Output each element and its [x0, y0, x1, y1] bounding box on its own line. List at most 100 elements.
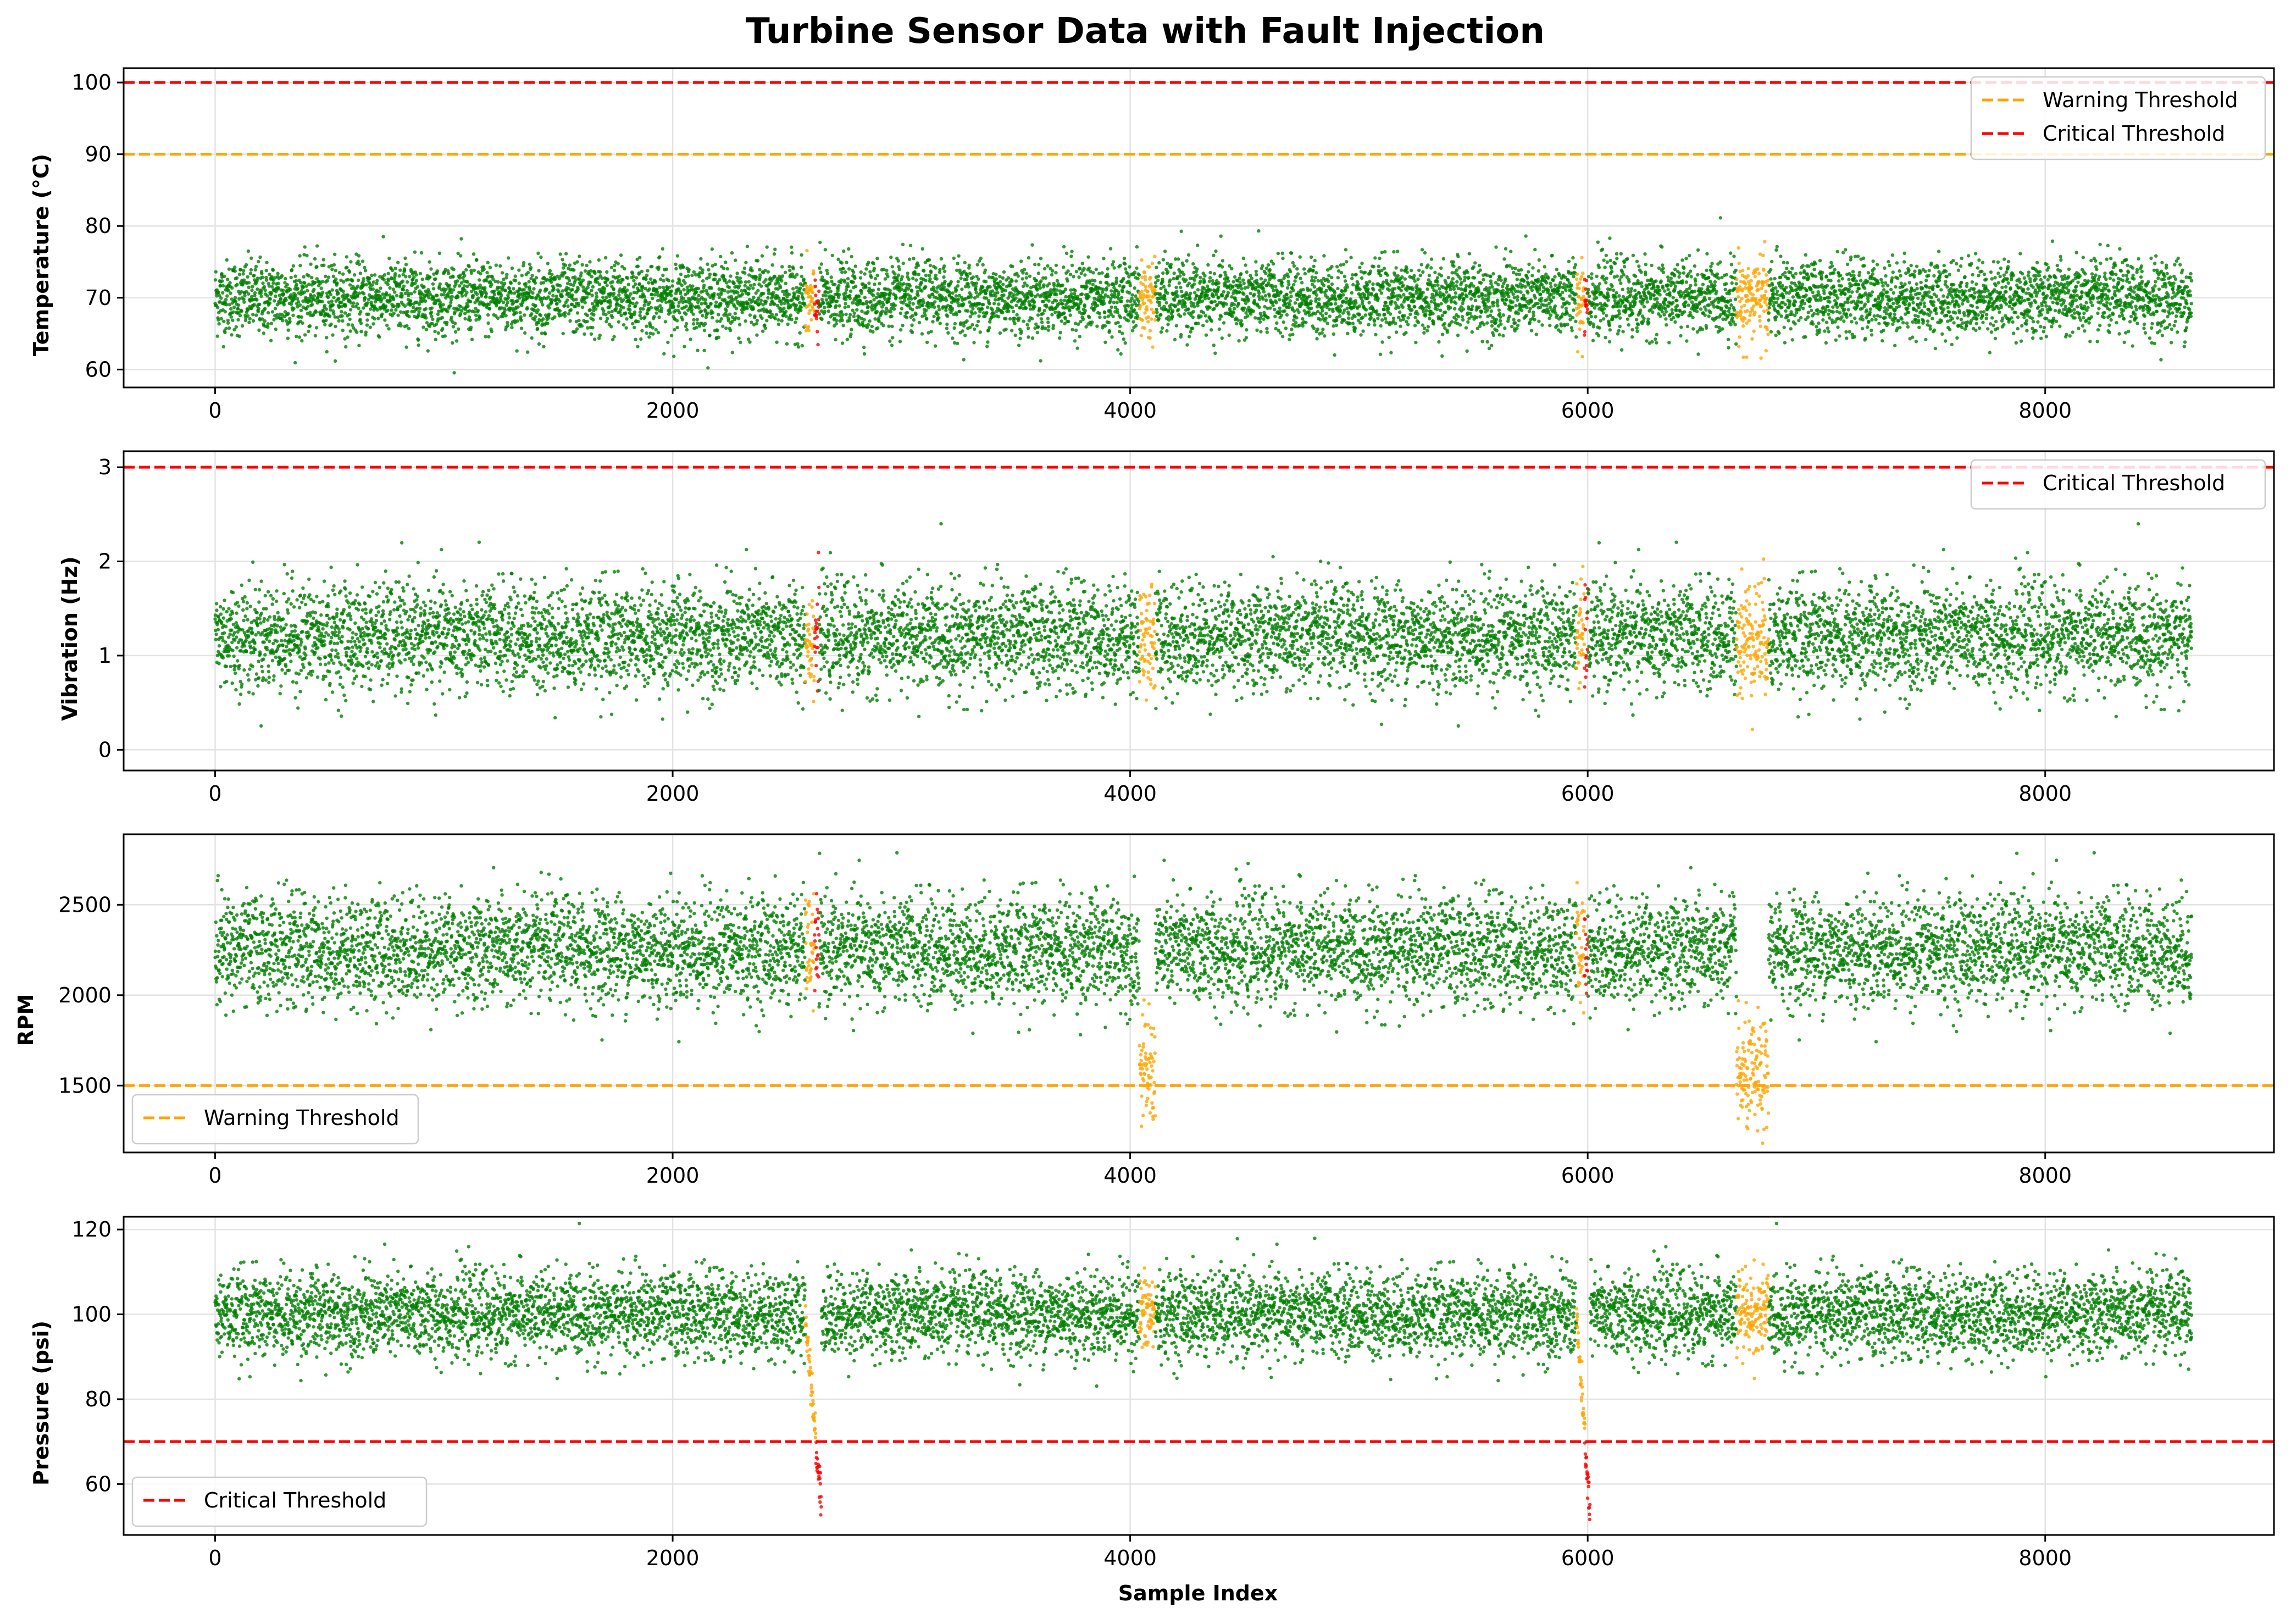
data-point — [399, 311, 402, 314]
data-point — [692, 318, 695, 322]
data-point — [1294, 301, 1297, 304]
data-point — [607, 311, 611, 314]
data-point — [905, 316, 908, 319]
data-point — [574, 298, 578, 301]
data-point — [633, 326, 636, 329]
data-point — [1131, 329, 1134, 332]
data-point — [1118, 325, 1122, 328]
data-point — [408, 275, 411, 278]
data-point — [1179, 286, 1182, 289]
data-point — [629, 292, 632, 296]
data-point — [691, 313, 695, 316]
data-point — [365, 283, 368, 286]
data-point — [1202, 311, 1205, 314]
data-point — [912, 257, 915, 260]
data-point — [310, 276, 313, 279]
data-point — [1321, 331, 1324, 335]
data-point — [1025, 284, 1029, 287]
data-point — [1056, 279, 1059, 282]
data-point — [424, 316, 428, 319]
data-point — [820, 275, 824, 279]
data-point — [557, 290, 561, 293]
data-point — [296, 287, 299, 290]
data-point — [235, 325, 238, 329]
data-point — [484, 335, 487, 338]
data-point — [1173, 298, 1176, 302]
data-point — [985, 345, 989, 348]
data-point — [323, 304, 326, 307]
data-point — [243, 294, 246, 297]
data-point — [1332, 332, 1335, 336]
data-point — [1122, 285, 1125, 288]
data-point — [726, 267, 729, 270]
data-point — [1102, 257, 1105, 260]
data-point — [219, 296, 223, 300]
data-point — [717, 313, 720, 316]
data-point — [1034, 323, 1038, 326]
data-point — [910, 289, 913, 292]
data-point — [1239, 272, 1242, 275]
data-point — [1156, 279, 1160, 282]
data-point — [536, 308, 540, 312]
data-point — [392, 312, 396, 315]
data-point — [676, 304, 680, 308]
data-point — [242, 272, 245, 275]
data-point — [1212, 343, 1216, 347]
data-point — [1052, 284, 1056, 287]
data-point — [986, 306, 989, 309]
data-point — [1073, 292, 1076, 295]
data-point — [881, 324, 885, 327]
data-point — [1313, 259, 1317, 262]
data-point — [969, 295, 973, 298]
data-point — [358, 318, 362, 321]
data-point — [1275, 322, 1278, 325]
data-point — [357, 344, 360, 347]
data-point — [435, 323, 438, 326]
data-point — [1009, 284, 1012, 287]
data-point — [837, 284, 840, 287]
data-point — [1253, 316, 1257, 319]
data-point — [1338, 314, 1341, 318]
data-point — [1179, 314, 1182, 318]
data-point — [247, 286, 251, 289]
data-point — [925, 317, 928, 320]
data-point — [741, 311, 744, 314]
data-point — [711, 247, 714, 251]
data-point — [403, 304, 407, 308]
data-point — [463, 274, 466, 278]
data-point — [1222, 290, 1225, 293]
data-point — [1091, 271, 1095, 274]
data-point — [377, 290, 380, 293]
data-point — [576, 311, 579, 314]
data-point — [1196, 288, 1200, 291]
data-point — [578, 278, 581, 281]
data-point — [293, 361, 297, 364]
data-point — [267, 311, 270, 314]
data-point — [752, 283, 756, 286]
data-point — [817, 290, 820, 293]
data-point — [859, 291, 863, 295]
data-point — [997, 302, 1000, 306]
data-point — [385, 324, 389, 327]
data-point — [434, 338, 437, 341]
data-point — [1162, 258, 1165, 261]
data-point — [282, 303, 286, 306]
data-point — [1073, 339, 1077, 342]
data-point — [1001, 311, 1004, 314]
data-point — [1299, 255, 1302, 258]
data-point — [638, 282, 641, 285]
data-point — [1252, 293, 1256, 296]
data-point — [661, 247, 664, 251]
data-point — [768, 309, 772, 313]
data-point — [337, 319, 341, 323]
data-point — [1172, 277, 1175, 280]
data-point — [702, 349, 706, 352]
data-point — [390, 308, 393, 312]
data-point — [784, 310, 787, 313]
data-point — [1078, 267, 1081, 270]
data-point — [873, 282, 876, 286]
data-point — [1117, 321, 1120, 324]
data-point — [500, 293, 503, 297]
data-point — [601, 296, 604, 299]
data-point — [651, 297, 654, 300]
